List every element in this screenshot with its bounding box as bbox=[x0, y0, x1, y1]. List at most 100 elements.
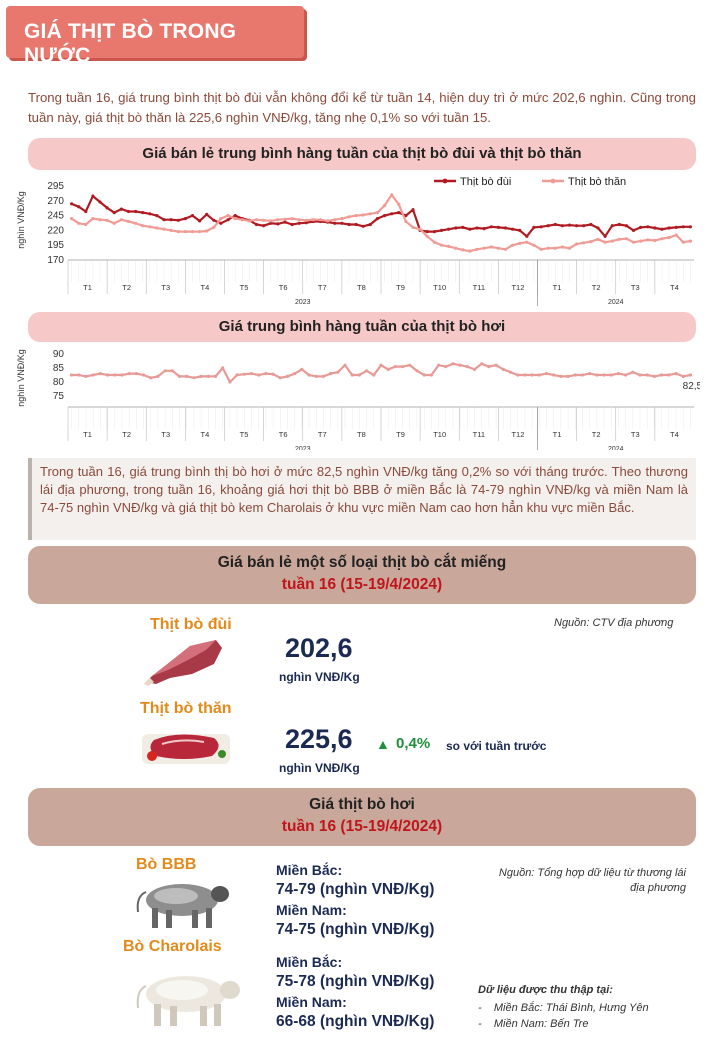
data-point bbox=[610, 239, 614, 243]
chart1-legend: Thịt bò đùi Thịt bò thăn bbox=[434, 176, 626, 188]
data-point bbox=[183, 217, 187, 221]
month-label: T4 bbox=[670, 430, 679, 439]
data-point bbox=[119, 218, 123, 222]
bbb-cow-image bbox=[136, 884, 229, 928]
data-point bbox=[404, 219, 408, 224]
data-point bbox=[575, 242, 579, 246]
month-label: T6 bbox=[279, 430, 288, 439]
collect-north: Miền Bắc: Thái Bình, Hưng Yên bbox=[493, 1002, 649, 1014]
data-point bbox=[112, 211, 116, 215]
data-point bbox=[120, 373, 124, 377]
month-label: T8 bbox=[357, 283, 366, 292]
chart2-lines: 82,5 bbox=[70, 362, 700, 392]
data-point bbox=[639, 239, 643, 243]
data-point bbox=[271, 372, 275, 376]
data-point bbox=[134, 372, 138, 376]
data-point bbox=[119, 207, 123, 211]
y-tick-label: 245 bbox=[47, 211, 64, 222]
data-point bbox=[177, 374, 182, 378]
data-point bbox=[518, 241, 522, 245]
y-tick-label: 170 bbox=[47, 255, 64, 266]
page-title: GIÁ THỊT BÒ TRONG NƯỚC bbox=[24, 20, 237, 67]
data-point bbox=[475, 226, 479, 230]
retail-section-header: Giá bán lẻ một số loại thịt bò cắt miếng… bbox=[28, 546, 696, 604]
month-label: T7 bbox=[318, 283, 327, 292]
data-point bbox=[333, 218, 337, 222]
data-point bbox=[660, 237, 664, 241]
data-point bbox=[361, 224, 365, 228]
month-label: T2 bbox=[122, 283, 131, 292]
data-point bbox=[343, 363, 347, 367]
than-unit: nghìn VNĐ/Kg bbox=[279, 761, 360, 775]
data-point bbox=[437, 363, 441, 367]
data-point bbox=[326, 219, 330, 223]
data-point bbox=[112, 221, 116, 225]
data-point bbox=[126, 209, 131, 214]
data-point bbox=[544, 372, 549, 376]
live-section-header: Giá thịt bò hơi tuần 16 (15-19/4/2024) bbox=[28, 788, 696, 846]
data-point bbox=[489, 245, 493, 249]
data-point bbox=[681, 225, 685, 229]
month-label: T2 bbox=[592, 283, 601, 292]
month-label: T8 bbox=[357, 430, 366, 439]
month-label: T4 bbox=[670, 283, 679, 292]
bbb-north-value: 74-79 (nghìn VNĐ/Kg) bbox=[276, 881, 435, 898]
data-point bbox=[84, 222, 88, 227]
bbb-label: Bò BBB bbox=[136, 856, 197, 873]
y-tick-label: 220 bbox=[47, 225, 64, 236]
bbb-north-label: Miền Bắc: bbox=[276, 862, 343, 878]
data-point bbox=[169, 218, 173, 222]
data-point bbox=[269, 219, 273, 223]
than-change-text: so với tuần trước bbox=[446, 739, 547, 753]
legend-marker-1 bbox=[550, 178, 556, 184]
data-point bbox=[206, 374, 210, 378]
data-point bbox=[183, 230, 187, 234]
data-point bbox=[439, 228, 444, 232]
data-point bbox=[523, 373, 527, 377]
data-point bbox=[553, 222, 557, 227]
y-tick-label: 295 bbox=[47, 181, 64, 192]
data-point bbox=[496, 246, 500, 250]
y-tick-label: 270 bbox=[47, 196, 64, 207]
chart2-xaxis: T1 T2 T3 T4 T5 T6 T7 T8 T9 T10 T11 T12 T1 T2 T3 T4 2023 2… bbox=[67, 406, 694, 450]
data-point bbox=[487, 365, 491, 369]
data-point bbox=[205, 212, 209, 216]
year-label: 2024 bbox=[608, 446, 624, 450]
data-point bbox=[176, 230, 180, 234]
bbb-south-value: 74-75 (nghìn VNĐ/Kg) bbox=[276, 921, 435, 938]
data-point bbox=[646, 225, 650, 229]
data-point bbox=[461, 248, 465, 252]
data-point bbox=[539, 247, 543, 251]
data-point bbox=[393, 365, 397, 369]
data-point bbox=[336, 370, 340, 374]
y-tick-label: 195 bbox=[47, 240, 64, 251]
month-label: T1 bbox=[83, 430, 92, 439]
data-point bbox=[525, 240, 529, 244]
chart2-yticks: 90 85 80 75 bbox=[53, 349, 65, 402]
data-point bbox=[596, 237, 600, 241]
data-point bbox=[425, 230, 429, 234]
month-label: T2 bbox=[122, 430, 131, 439]
data-point bbox=[155, 214, 159, 218]
series-line-1 bbox=[70, 192, 691, 253]
data-point bbox=[170, 369, 174, 373]
month-label: T5 bbox=[240, 430, 249, 439]
chart1-lines bbox=[70, 192, 693, 253]
data-point bbox=[126, 219, 131, 224]
data-point bbox=[624, 373, 628, 377]
data-point bbox=[262, 224, 266, 228]
data-point bbox=[681, 374, 685, 378]
charolais-label: Bò Charolais bbox=[123, 938, 222, 955]
chart1-title: Giá bán lẻ trung bình hàng tuần của thịt… bbox=[28, 138, 696, 170]
data-point bbox=[617, 237, 621, 241]
live-week: tuần 16 (15-19/4/2024) bbox=[281, 818, 443, 835]
data-point bbox=[233, 217, 237, 221]
live-source: Nguồn: Tổng hợp dữ liệu từ thương lái đị… bbox=[498, 867, 686, 894]
data-point bbox=[98, 200, 102, 204]
data-point bbox=[567, 223, 572, 227]
data-point bbox=[304, 221, 308, 225]
data-point bbox=[539, 225, 543, 229]
data-point bbox=[503, 226, 508, 230]
data-point bbox=[264, 372, 268, 376]
